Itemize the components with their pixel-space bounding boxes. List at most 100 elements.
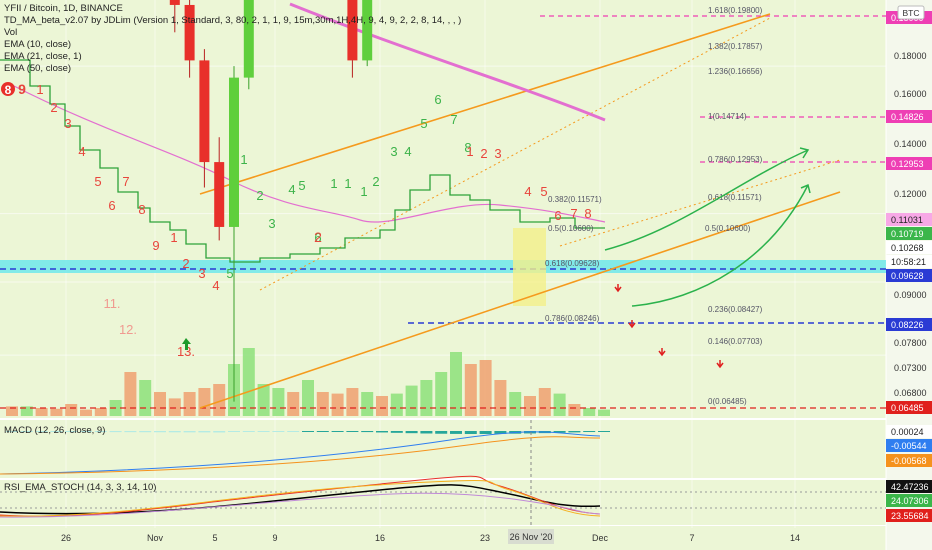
candle-body [214, 162, 225, 227]
td-count-label: 11. [103, 296, 120, 311]
fib-label: 0.146(0.07703) [708, 337, 763, 346]
td-count-label: 1 [170, 230, 177, 245]
volume-bar [524, 396, 536, 416]
fib-label: 1.382(0.17857) [708, 42, 763, 51]
x-axis-tick-label: 5 [212, 533, 217, 543]
rsi-stoch-d [0, 479, 601, 517]
volume-bar [361, 392, 374, 416]
td-circle-8 [1, 82, 15, 96]
macd-label[interactable]: MACD (12, 26, close, 9) [4, 425, 106, 436]
indicator-td-ma[interactable]: TD_MA_beta_v2.07 by JDLim (Version 1, St… [4, 15, 462, 26]
td-count-label: 13. [177, 344, 195, 359]
candle-body [362, 0, 373, 61]
volume-bar [405, 385, 418, 416]
volume-bar [494, 380, 507, 416]
td-ma-step-line [0, 59, 605, 263]
price-label-bg [886, 157, 932, 170]
macd-histogram-bar [450, 431, 462, 434]
td-count-label: 3 [268, 216, 275, 231]
price-label-bg [886, 401, 932, 414]
macd-histogram-bar [583, 431, 596, 433]
td-count-label: 5 [226, 266, 233, 281]
price-axis-tick-label: 0.07800 [894, 338, 927, 348]
macd-histogram-bar [94, 431, 107, 433]
fib-label: 0.5(0.10600) [705, 224, 751, 233]
volume-bar [242, 348, 255, 416]
rsi-axis-label: 42.47236 [891, 482, 929, 492]
volume-bar [346, 388, 359, 416]
x-axis-tick-label: 14 [790, 533, 800, 543]
macd-histogram-bar [598, 431, 610, 432]
volume-bar [124, 372, 137, 416]
macd-histogram-bar [257, 431, 270, 432]
rsi-ema-line [0, 492, 601, 518]
td-count-label: 4 [78, 144, 85, 159]
macd-histogram-bar [198, 431, 211, 433]
td-count-label: 6 [434, 92, 441, 107]
macd-histogram-bar [228, 431, 240, 432]
macd-axis-label: -0.00568 [891, 456, 927, 466]
fib-label: 0.618(0.11571) [708, 193, 762, 202]
chart-legend: YFII / Bitcoin, 1D, BINANCE TD_MA_beta_v… [4, 3, 461, 75]
volume-bar [509, 392, 522, 416]
td-count-label: 1 [36, 82, 43, 97]
volume-bar [35, 408, 48, 416]
volume-bar [168, 398, 181, 416]
price-label: 10:58:21 [891, 257, 926, 267]
macd-histogram-bar [479, 431, 492, 434]
macd-histogram-bar [35, 431, 48, 432]
td-count-label: 2 [480, 146, 487, 161]
rsi-label-bg [886, 480, 932, 493]
indicator-vol[interactable]: Vol [4, 27, 18, 38]
volume-bar [183, 392, 196, 416]
volume-bar [420, 380, 433, 416]
td-count-label: 4 [288, 182, 295, 197]
macd-histogram-bar [405, 431, 418, 434]
price-label-bg [886, 269, 932, 282]
pane-divider-3 [0, 525, 886, 526]
td-count-label: 4 [212, 278, 219, 293]
indicator-ema-50[interactable]: EMA (50, close) [4, 63, 72, 74]
macd-histogram-bar [568, 431, 581, 433]
indicator-ema-10[interactable]: EMA (10, close) [4, 39, 72, 50]
macd-histogram-bar [154, 431, 166, 433]
macd-histogram-bar [242, 431, 255, 432]
projection-arrowhead-lower [800, 183, 811, 194]
indicator-ema-21[interactable]: EMA (21, close, 1) [4, 51, 82, 62]
macd-line [0, 431, 601, 475]
td-count-label: 8 [138, 202, 145, 217]
macd-histogram-bar [272, 431, 285, 432]
rsi-label[interactable]: RSI_EMA_STOCH (14, 3, 3, 14, 10) [4, 482, 157, 493]
symbol-title[interactable]: YFII / Bitcoin, 1D, BINANCE [4, 3, 123, 14]
macd-histogram-bar [50, 431, 63, 432]
rsi-axis-label: 24.07306 [891, 496, 929, 506]
candle-body [347, 0, 358, 61]
fib-label: 0.382(0.11571) [548, 195, 602, 204]
highlight-box [513, 228, 546, 306]
macd-histogram-bar [376, 431, 388, 433]
candle-body [184, 4, 195, 61]
crosshair-date-bg [508, 529, 554, 544]
volume-bar [20, 406, 33, 416]
x-axis-tick-label: 26 Nov '20 [510, 532, 553, 542]
x-axis-tick-label: 23 [480, 533, 490, 543]
macd-signal-line [0, 436, 601, 475]
volume-bar [583, 408, 596, 416]
candle-body [199, 60, 210, 163]
price-label: 0.06485 [891, 403, 924, 413]
td-count-label: 12. [119, 322, 137, 337]
price-label: 0.09628 [891, 271, 924, 281]
price-label: 0.14826 [891, 112, 924, 122]
volume-bar [450, 352, 462, 416]
volume-bar [154, 392, 166, 416]
macd-histogram-bar [287, 431, 300, 432]
candle-body [229, 77, 239, 227]
down-arrow-icon [628, 320, 636, 329]
macd-histogram-bar [109, 431, 122, 433]
volume-bar [50, 408, 63, 416]
x-axis-tick-label: 7 [689, 533, 694, 543]
volume-bar [464, 364, 477, 416]
